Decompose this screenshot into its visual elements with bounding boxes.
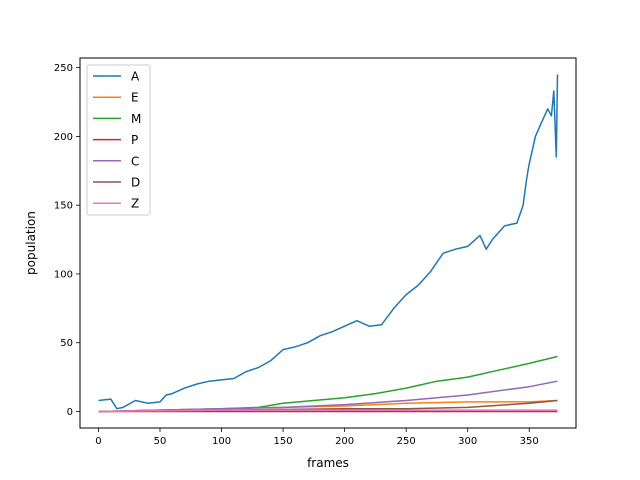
legend-label-c: C (131, 154, 139, 168)
series-line-a (98, 74, 559, 410)
y-axis-ticks: 0 50 100 150 200 250 (54, 63, 80, 418)
legend-label-z: Z (131, 197, 139, 211)
x-axis-label: frames (307, 456, 349, 470)
legend-label-d: D (131, 176, 140, 190)
x-tick-label: 350 (520, 436, 539, 447)
y-tick-label: 200 (54, 132, 73, 143)
y-tick-label: 150 (54, 201, 73, 212)
x-tick-label: 200 (335, 436, 354, 447)
plot-area (80, 58, 576, 428)
legend-label-e: E (131, 91, 139, 105)
y-axis-label: population (24, 211, 38, 275)
x-tick-label: 0 (95, 436, 101, 447)
series-layer (98, 74, 559, 413)
x-axis-ticks: 0 50 100 150 200 250 300 350 (95, 428, 539, 447)
y-tick-label: 50 (60, 338, 73, 349)
legend-label-a: A (131, 70, 140, 84)
x-tick-label: 150 (274, 436, 293, 447)
legend-label-m: M (131, 112, 141, 126)
y-tick-label: 0 (67, 407, 73, 418)
y-tick-label: 250 (54, 63, 73, 74)
axes-layer (79, 57, 577, 429)
axes-frame (79, 57, 577, 429)
y-tick-label: 100 (54, 269, 73, 280)
x-tick-label: 300 (458, 436, 477, 447)
x-tick-label: 100 (212, 436, 231, 447)
series-line-c (98, 380, 558, 413)
x-tick-label: 250 (397, 436, 416, 447)
x-tick-label: 50 (154, 436, 167, 447)
series-line-z (98, 409, 558, 413)
legend-label-p: P (131, 133, 138, 147)
